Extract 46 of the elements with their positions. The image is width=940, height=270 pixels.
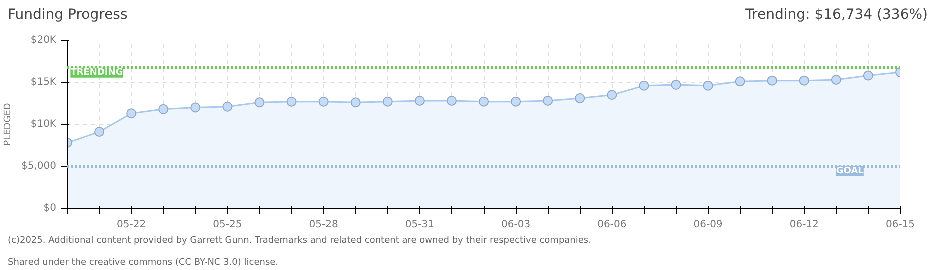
point [190, 102, 201, 113]
point [639, 80, 650, 91]
point [158, 104, 169, 114]
y-tick-label: $10K [30, 119, 57, 130]
point [222, 102, 233, 112]
y-tick-label: $5,000 [22, 161, 57, 172]
point [607, 90, 618, 100]
point [799, 76, 810, 86]
point [863, 70, 874, 81]
point [318, 96, 329, 107]
point [254, 98, 265, 108]
point [511, 96, 522, 107]
point [479, 96, 489, 107]
ref-line-label: GOAL [836, 166, 864, 176]
point [382, 96, 393, 107]
text: (c)2025. Additional content provided by Garrett Gunn. Trademarks and related content are owned by their respective companies. [8, 235, 592, 247]
x-tick-label: 05-31 [405, 220, 434, 230]
y-tick-label: $0 [44, 203, 57, 214]
y-axis-title: PLEDGED [4, 103, 14, 146]
point [831, 74, 842, 85]
x-tick-label: 05-22 [117, 220, 146, 230]
point [767, 76, 778, 86]
y-tick-label: $15K [30, 77, 57, 88]
x-tick-label: 05-28 [309, 220, 338, 230]
x-tick-label: 06-15 [886, 220, 916, 230]
point [703, 80, 714, 91]
x-tick-label: 05-25 [213, 220, 242, 230]
point [575, 93, 586, 104]
point [543, 96, 554, 106]
point [735, 76, 746, 87]
x-tick-label: 06-03 [502, 220, 531, 230]
x-tick-label: 06-06 [598, 220, 627, 230]
point [671, 80, 682, 90]
point [94, 127, 105, 138]
x-tick-label: 06-09 [694, 220, 723, 230]
text: Shared under the creative commons (CC BY-NC 3.0) license. [8, 257, 279, 269]
point [446, 96, 457, 106]
point [286, 96, 297, 107]
point [414, 96, 425, 106]
ref-line-label: TRENDING [70, 68, 124, 78]
chart-title: Funding Progress [8, 6, 128, 25]
point [350, 98, 361, 108]
x-tick-label: 06-12 [790, 220, 819, 230]
text: Trending: $16,734 (336%) [746, 6, 928, 25]
point [126, 108, 137, 119]
y-tick-label: $20K [30, 35, 57, 46]
